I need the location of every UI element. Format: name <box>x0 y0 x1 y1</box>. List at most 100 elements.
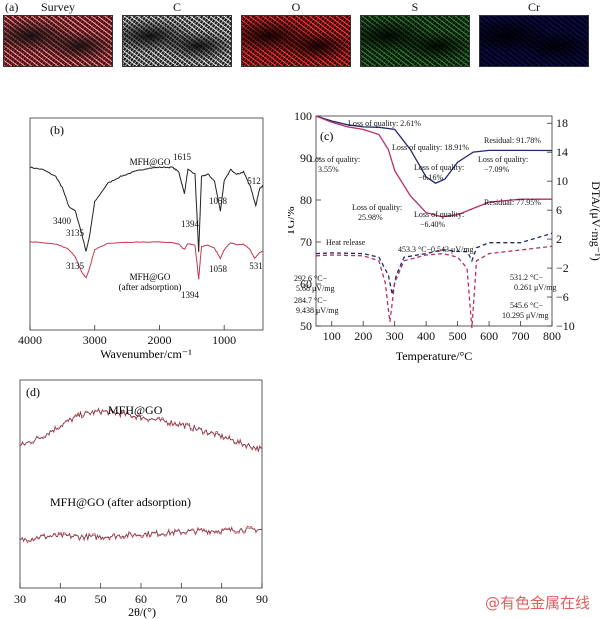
xrd-x-ticks: 30 40 50 60 70 80 90 <box>14 583 268 606</box>
tg-dta-series <box>315 115 553 329</box>
tg-annotation: 531.2 °C− <box>510 273 544 282</box>
tg-series-3 <box>315 245 553 329</box>
tg-left-tick-label: 80 <box>300 193 312 207</box>
tg-right-tick-label: −2 <box>556 261 569 275</box>
xrd-fit-0 <box>19 409 263 451</box>
ftir-peak-label: 1394 <box>181 219 200 229</box>
xrd-x-tick-label: 90 <box>256 592 268 606</box>
ftir-x-ticks: 4000 3000 2000 1000 <box>18 325 236 347</box>
tg-left-tick-label: 50 <box>300 319 312 333</box>
panel-a-label: (a) <box>5 0 19 14</box>
tg-annotation: 292.6 °C− <box>294 274 328 283</box>
tg-series-1 <box>315 115 552 218</box>
xrd-x-tick-label: 60 <box>135 592 147 606</box>
tg-annotation: −6.16% <box>418 173 444 182</box>
ftir-chart: (b) 4000 3000 2000 1000 MFH@GO (after adsor… <box>18 117 264 361</box>
tg-left-tick-label: 100 <box>294 112 312 123</box>
tg-annotation: 453.3 °C−0.543 μV/mg <box>398 245 474 254</box>
ftir-peak-label: 3135 <box>66 261 85 271</box>
tg-annotation: Loss of quality: 18.91% <box>392 143 469 152</box>
tg-annotation: 10.295 μV/mg <box>502 311 549 320</box>
xrd-x-tick-label: 80 <box>216 592 228 606</box>
map-title-c: C <box>172 0 181 14</box>
tg-right-tick-label: 14 <box>556 145 568 159</box>
tg-annotation: 545.6 °C− <box>510 301 544 310</box>
tg-ticks: 100 200 300 400 500 600 700 800 50 60 70 80 90 100 −10… <box>294 112 575 343</box>
ftir-peak-label: 531 <box>249 261 263 271</box>
tg-right-tick-label: −6 <box>556 290 569 304</box>
map-title-s: S <box>411 0 419 14</box>
tg-x-tick-label: 700 <box>512 329 530 343</box>
tg-annotation: 9.438 μV/mg <box>296 306 339 315</box>
xrd-trace-1 <box>19 525 263 544</box>
tg-dta-chart: (c) 100 200 300 400 500 600 700 800506070809010… <box>288 112 600 363</box>
tg-x-axis-label: Temperature/°C <box>396 349 473 363</box>
tg-series-0 <box>315 115 553 184</box>
tg-annotation: Loss of quality: <box>414 163 464 172</box>
tg-annotation: Residual: 77.95% <box>484 198 541 207</box>
tg-x-tick-label: 300 <box>386 329 404 343</box>
ftir-x-tick-label: 2000 <box>147 333 171 347</box>
tg-x-tick-label: 800 <box>543 329 561 343</box>
tg-frame <box>315 115 553 327</box>
ftir-x-tick-label: 1000 <box>212 333 236 347</box>
tg-annotation: −7.09% <box>484 165 510 174</box>
ftir-x-tick-label: 4000 <box>18 333 42 347</box>
map-title-cr: Cr <box>528 0 540 14</box>
tg-right-tick-label: −10 <box>556 319 575 333</box>
ftir-series-after-label-1: MFH@GO <box>130 272 171 282</box>
tg-annotation: Loss of quality: <box>310 155 360 164</box>
tg-annotation: Residual: 91.78% <box>484 136 541 145</box>
tg-x-tick-label: 100 <box>323 329 341 343</box>
map-c <box>122 15 232 67</box>
xrd-x-axis-label: 2θ/(°) <box>128 605 156 619</box>
tg-annotation: Loss of quality: <box>478 155 528 164</box>
xrd-series-mfh-label: MFH@GO <box>108 403 163 417</box>
map-cr <box>479 15 589 67</box>
tg-annotation: 5.68 μV/mg <box>296 284 335 293</box>
xrd-x-tick-label: 70 <box>175 592 187 606</box>
tg-annotation: 25.98% <box>358 213 383 222</box>
ftir-series-mfh-go <box>29 166 264 253</box>
ftir-peak-label: 512 <box>247 176 261 186</box>
xrd-fit-1 <box>19 527 263 542</box>
ftir-peak-label: 1058 <box>209 196 228 206</box>
tg-right-tick-label: 18 <box>556 116 568 130</box>
xrd-x-tick-label: 30 <box>14 592 26 606</box>
tg-right-axis-label: DTA/(μV·mg⁻¹) <box>589 181 600 260</box>
panel-d-label: (d) <box>26 385 40 399</box>
tg-annotation: Heat release <box>326 238 366 247</box>
tg-left-axis-label: TG/% <box>288 206 297 235</box>
map-s <box>360 15 470 67</box>
ftir-x-axis-label: Wavenumber/cm⁻¹ <box>100 347 192 361</box>
tg-left-tick-label: 70 <box>300 235 312 249</box>
tg-right-tick-label: 10 <box>556 174 568 188</box>
xrd-x-tick-label: 50 <box>95 592 107 606</box>
tg-annotation: 3.55% <box>318 165 339 174</box>
tg-series-2 <box>315 232 553 295</box>
xrd-series <box>19 407 263 544</box>
ftir-series-after-label-2: (after adsorption) <box>119 282 182 292</box>
xrd-x-tick-label: 40 <box>54 592 66 606</box>
ftir-series-mfh-label: MFH@GO <box>130 157 171 167</box>
panel-b-label: (b) <box>50 123 64 137</box>
ftir-peak-label: 3135 <box>66 228 85 238</box>
ftir-peak-label: 1394 <box>181 290 200 300</box>
tg-annotation: 0.261 μV/mg <box>514 283 557 292</box>
map-o <box>241 15 351 67</box>
tg-annotation: Loss of quality: 2.61% <box>348 119 421 128</box>
ftir-peak-labels: 3400 3135 1615 1394 1058 512 3135 1394 1058 531 <box>53 152 263 300</box>
map-title-survey: Survey <box>41 0 75 14</box>
panel-c-label: (c) <box>320 129 333 143</box>
ftir-frame <box>29 117 264 331</box>
tg-left-tick-label: 90 <box>300 151 312 165</box>
ftir-peak-label: 1058 <box>209 264 228 274</box>
watermark: @有色金属在线 <box>484 594 590 612</box>
tg-x-tick-label: 400 <box>417 329 435 343</box>
xrd-series-after-label: MFH@GO (after adsorption) <box>50 495 191 509</box>
map-title-o: O <box>291 0 301 14</box>
xrd-chart: (d) 30 40 50 60 70 80 90 MFH@GO MFH@GO (after … <box>14 379 268 619</box>
tg-x-tick-label: 600 <box>480 329 498 343</box>
tg-annotation: Loss of quality: <box>352 203 402 212</box>
tg-left-tick-label: 60 <box>300 277 312 291</box>
